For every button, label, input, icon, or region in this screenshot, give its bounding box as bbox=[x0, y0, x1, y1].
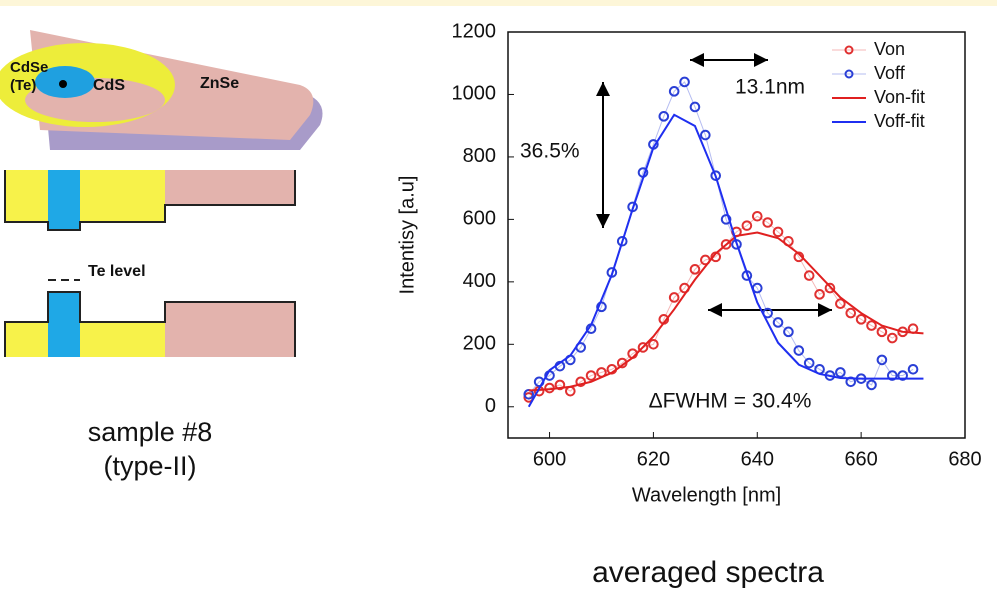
shell-label: ZnSe bbox=[200, 75, 239, 92]
legend-label: Voff-fit bbox=[874, 111, 925, 131]
legend-label: Von bbox=[874, 39, 905, 59]
data-point bbox=[585, 370, 597, 381]
x-tick-label: 620 bbox=[637, 448, 670, 470]
data-point bbox=[689, 101, 701, 113]
fit-line bbox=[528, 231, 924, 392]
arrowhead bbox=[690, 53, 704, 67]
series-trace bbox=[528, 215, 914, 398]
y-tick-label: 1000 bbox=[452, 83, 497, 105]
legend-label: Von-fit bbox=[874, 87, 925, 107]
x-axis-label: Wavelength [nm] bbox=[632, 484, 781, 506]
data-point bbox=[772, 317, 784, 328]
data-point bbox=[751, 210, 763, 222]
data-point bbox=[762, 217, 773, 228]
arrowhead bbox=[596, 214, 610, 228]
legend-swatch bbox=[844, 69, 854, 79]
data-point bbox=[897, 370, 908, 381]
x-tick-label: 660 bbox=[844, 448, 877, 470]
y-tick-label: 0 bbox=[485, 395, 496, 417]
data-point bbox=[689, 264, 701, 275]
data-point bbox=[720, 239, 732, 250]
data-point bbox=[637, 342, 649, 353]
fit-line bbox=[527, 113, 924, 408]
arrowhead bbox=[708, 303, 722, 317]
y-tick-label: 400 bbox=[463, 270, 496, 292]
data-point bbox=[886, 370, 898, 381]
data-point bbox=[679, 76, 690, 88]
data-point bbox=[814, 289, 825, 300]
data-point bbox=[616, 235, 628, 247]
sample-label: sample #8 bbox=[88, 417, 213, 447]
data-point bbox=[554, 379, 566, 391]
data-point bbox=[866, 379, 877, 391]
core-label: CdSe (Te) bbox=[10, 59, 48, 94]
arrowhead bbox=[754, 53, 768, 67]
data-point bbox=[658, 111, 670, 122]
arrowhead bbox=[596, 82, 610, 96]
x-tick-label: 600 bbox=[533, 448, 566, 470]
nanorod-diagram: CdSe (Te) CdS ZnSe Te level bbox=[0, 30, 323, 357]
data-point bbox=[835, 367, 846, 378]
series-trace bbox=[528, 81, 914, 395]
y-tick-label: 1200 bbox=[452, 20, 497, 42]
data-point bbox=[803, 270, 815, 281]
caption: averaged spectra bbox=[592, 556, 824, 589]
data-point bbox=[596, 301, 607, 313]
data-point bbox=[824, 282, 836, 294]
legend-label: Voff bbox=[874, 63, 906, 83]
data-point bbox=[741, 220, 753, 231]
data-point bbox=[855, 314, 867, 325]
data-point bbox=[668, 292, 680, 303]
data-point bbox=[793, 345, 805, 356]
annotation: 13.1nm bbox=[735, 76, 805, 99]
data-point bbox=[907, 363, 919, 375]
data-point bbox=[710, 170, 722, 181]
data-point bbox=[772, 226, 784, 238]
legend-swatch bbox=[844, 45, 854, 55]
top-band bbox=[0, 0, 997, 6]
x-tick-label: 640 bbox=[741, 448, 774, 470]
data-point bbox=[575, 376, 587, 388]
y-tick-label: 200 bbox=[463, 333, 496, 355]
data-point bbox=[845, 307, 857, 319]
y-tick-label: 600 bbox=[463, 208, 496, 230]
data-point bbox=[886, 332, 898, 344]
data-point bbox=[668, 86, 680, 97]
data-point bbox=[783, 326, 794, 338]
x-tick-label: 680 bbox=[948, 448, 981, 470]
data-point bbox=[835, 298, 846, 310]
data-point bbox=[876, 326, 888, 338]
chart: 600 620 640 660 680 0 200 400 600 800 1000 1200 Wave… bbox=[396, 20, 981, 506]
data-point bbox=[866, 320, 877, 331]
te-level-label: Te level bbox=[88, 263, 146, 280]
plot-frame bbox=[507, 31, 966, 439]
sample-type: (type-II) bbox=[103, 451, 196, 481]
data-point bbox=[648, 339, 659, 350]
annotation: 36.5% bbox=[520, 140, 580, 163]
data-point bbox=[803, 357, 815, 369]
data-point bbox=[700, 129, 711, 141]
data-point bbox=[720, 214, 732, 225]
shell-label: CdS bbox=[93, 77, 125, 94]
y-tick-label: 800 bbox=[463, 145, 496, 167]
data-point bbox=[876, 354, 888, 366]
arrowhead bbox=[818, 303, 832, 317]
annotation: ΔFWHM = 30.4% bbox=[649, 390, 812, 413]
y-axis-label: Intentisy [a.u] bbox=[396, 176, 418, 295]
